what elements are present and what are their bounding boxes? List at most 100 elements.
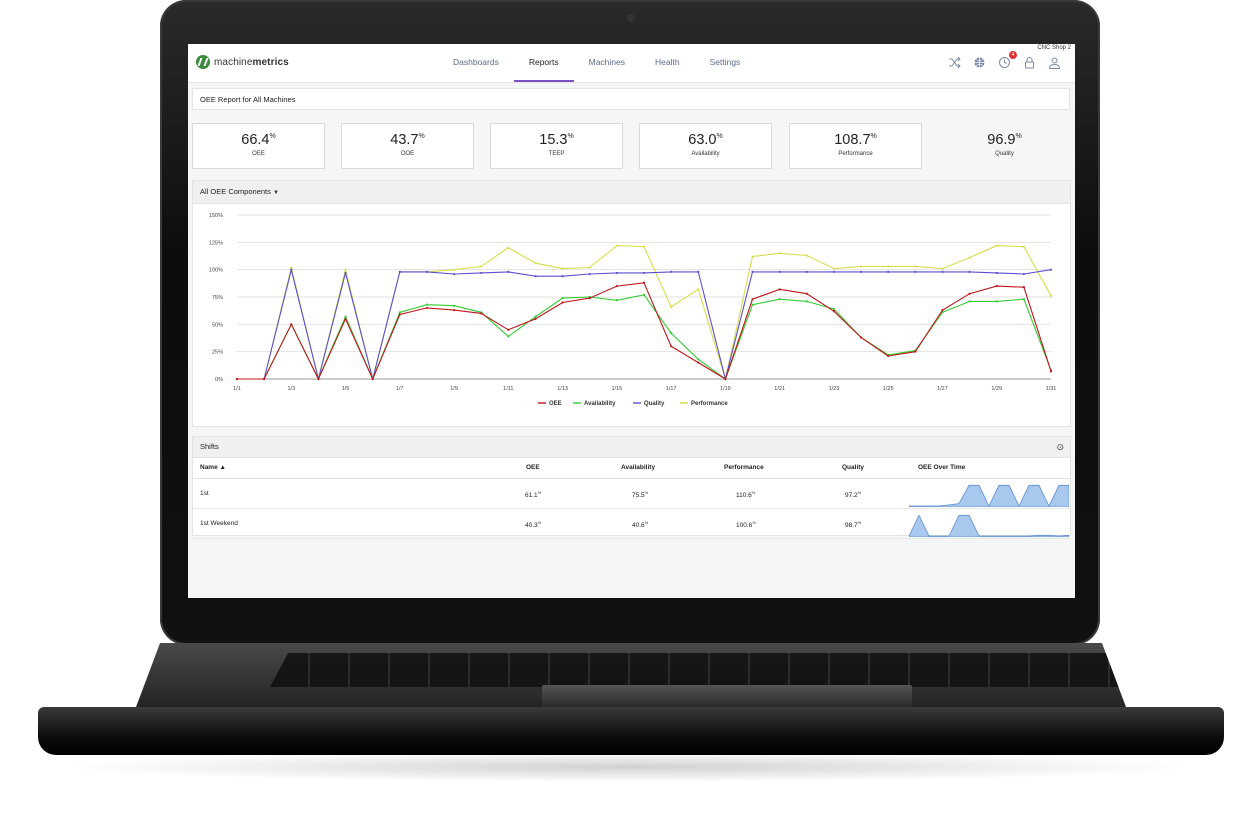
- data-point-oee: [588, 296, 591, 300]
- data-point-quality: [778, 270, 781, 273]
- data-point-oee: [1049, 370, 1053, 373]
- data-point-availability: [751, 303, 754, 306]
- table-row[interactable]: 1st 61.1% 75.5% 110.6% 97.2%: [193, 479, 1070, 509]
- data-point-availability: [995, 300, 998, 303]
- sparkline-area: [909, 514, 1069, 537]
- kpi-availability: 63.0% Availability: [639, 123, 772, 169]
- cell-name: 1st: [200, 490, 209, 497]
- kpi-value: 15.3: [539, 132, 568, 148]
- kpi-unit: %: [567, 133, 574, 141]
- cell-oee: 40.3%: [525, 520, 542, 530]
- x-tick-label: 1/27: [937, 386, 948, 392]
- data-point-oee: [642, 281, 646, 284]
- data-point-quality: [859, 270, 863, 273]
- cell-availability: 40.6%: [632, 520, 649, 530]
- kpi-value: 96.9: [987, 132, 1016, 148]
- x-tick-label: 1/7: [396, 386, 404, 392]
- data-point-oee: [507, 328, 510, 331]
- nav-dashboards[interactable]: Dashboards: [453, 57, 499, 67]
- col-performance[interactable]: Performance: [724, 464, 764, 471]
- x-tick-label: 1/19: [720, 386, 731, 392]
- kpi-value: 63.0: [688, 132, 717, 148]
- x-tick-label: 1/31: [1046, 386, 1057, 392]
- kpi-quality: 96.9% Quality: [938, 123, 1071, 169]
- data-point-oee: [317, 377, 320, 381]
- kpi-performance: 108.7% Performance: [789, 123, 922, 169]
- nav-reports[interactable]: Reports: [513, 44, 574, 82]
- data-point-performance: [507, 246, 510, 249]
- brand-logo[interactable]: machinemetrics: [196, 55, 289, 69]
- shuffle-icon[interactable]: [948, 56, 961, 69]
- oee-sparkline: [909, 484, 1069, 507]
- data-point-performance: [751, 255, 754, 258]
- notification-icon[interactable]: 4: [998, 51, 1017, 69]
- y-tick-label: 50%: [212, 322, 223, 328]
- kpi-label: Availability: [691, 151, 720, 157]
- data-point-oee: [480, 312, 483, 315]
- data-point-oee: [805, 292, 808, 295]
- data-point-performance: [859, 265, 863, 268]
- data-point-oee: [235, 377, 239, 381]
- data-point-performance: [344, 268, 347, 271]
- cell-name: 1st Weekend: [200, 520, 238, 527]
- kpi-unit: %: [870, 133, 877, 141]
- x-tick-label: 1/5: [342, 386, 350, 392]
- data-point-performance: [1049, 294, 1053, 298]
- user-icon[interactable]: [1048, 56, 1061, 69]
- data-point-quality: [995, 271, 998, 275]
- nav-health[interactable]: Health: [655, 57, 680, 67]
- data-point-oee: [859, 336, 863, 339]
- col-oee[interactable]: OEE: [526, 464, 540, 471]
- data-point-availability: [452, 304, 456, 307]
- data-point-quality: [832, 270, 836, 273]
- data-point-oee: [290, 323, 293, 326]
- data-point-availability: [642, 293, 646, 296]
- clock-icon[interactable]: ⊙: [1056, 442, 1064, 452]
- data-point-quality: [1022, 272, 1025, 276]
- cell-performance: 110.6%: [736, 490, 756, 500]
- nav-icons: 4: [948, 51, 1061, 69]
- col-name[interactable]: Name ▲: [200, 464, 226, 471]
- x-tick-label: 1/13: [557, 386, 568, 392]
- table-header: Name ▲ OEE Availability Performance Qual…: [193, 458, 1070, 479]
- y-tick-label: 0%: [215, 377, 223, 383]
- globe-icon[interactable]: [973, 56, 986, 69]
- shifts-table: Shifts ⊙ Name ▲ OEE Availability Perform…: [192, 436, 1071, 539]
- data-point-availability: [615, 299, 618, 302]
- data-point-performance: [615, 244, 618, 247]
- data-point-quality: [805, 270, 808, 273]
- data-point-quality: [290, 268, 293, 271]
- data-point-quality: [751, 270, 754, 273]
- data-point-availability: [398, 311, 401, 314]
- y-tick-label: 125%: [209, 240, 223, 246]
- data-point-quality: [968, 270, 971, 273]
- lock-icon[interactable]: [1023, 56, 1036, 69]
- logo-mark-icon: [196, 55, 210, 69]
- kpi-label: OEE: [252, 151, 265, 157]
- oee-line-chart: 0% 25% 50% 75% 100% 125% 150% 1/1 1/3 1/5 1/7 1/9 1/…: [209, 213, 1057, 407]
- chart-component-selector[interactable]: All OEE Components ▼: [193, 181, 1070, 204]
- y-tick-label: 25%: [212, 350, 223, 356]
- kpi-unit: %: [1015, 133, 1022, 141]
- data-point-performance: [914, 265, 917, 268]
- data-point-oee: [263, 377, 266, 381]
- data-point-availability: [507, 335, 510, 338]
- col-availability[interactable]: Availability: [621, 464, 656, 471]
- data-point-quality: [452, 272, 456, 276]
- col-quality[interactable]: Quality: [842, 464, 865, 471]
- table-row[interactable]: 1st Weekend 40.3% 40.6% 100.6% 98.7%: [193, 509, 1070, 539]
- data-point-availability: [534, 315, 537, 318]
- kpi-row: 66.4% OEE 43.7% OOE 15.3% TEEP 63.0% Ava…: [192, 123, 1070, 169]
- nav-machines[interactable]: Machines: [588, 57, 625, 67]
- data-point-oee: [968, 292, 971, 295]
- data-point-oee: [561, 301, 564, 304]
- keyboard: [270, 653, 1132, 687]
- data-point-oee: [778, 288, 781, 291]
- data-point-oee: [371, 377, 374, 381]
- data-point-performance: [995, 244, 998, 247]
- nav-settings[interactable]: Settings: [709, 57, 741, 67]
- kpi-value: 43.7: [390, 132, 419, 148]
- data-point-performance: [480, 265, 483, 268]
- shifts-title: Shifts: [200, 442, 219, 451]
- kpi-unit: %: [716, 133, 723, 141]
